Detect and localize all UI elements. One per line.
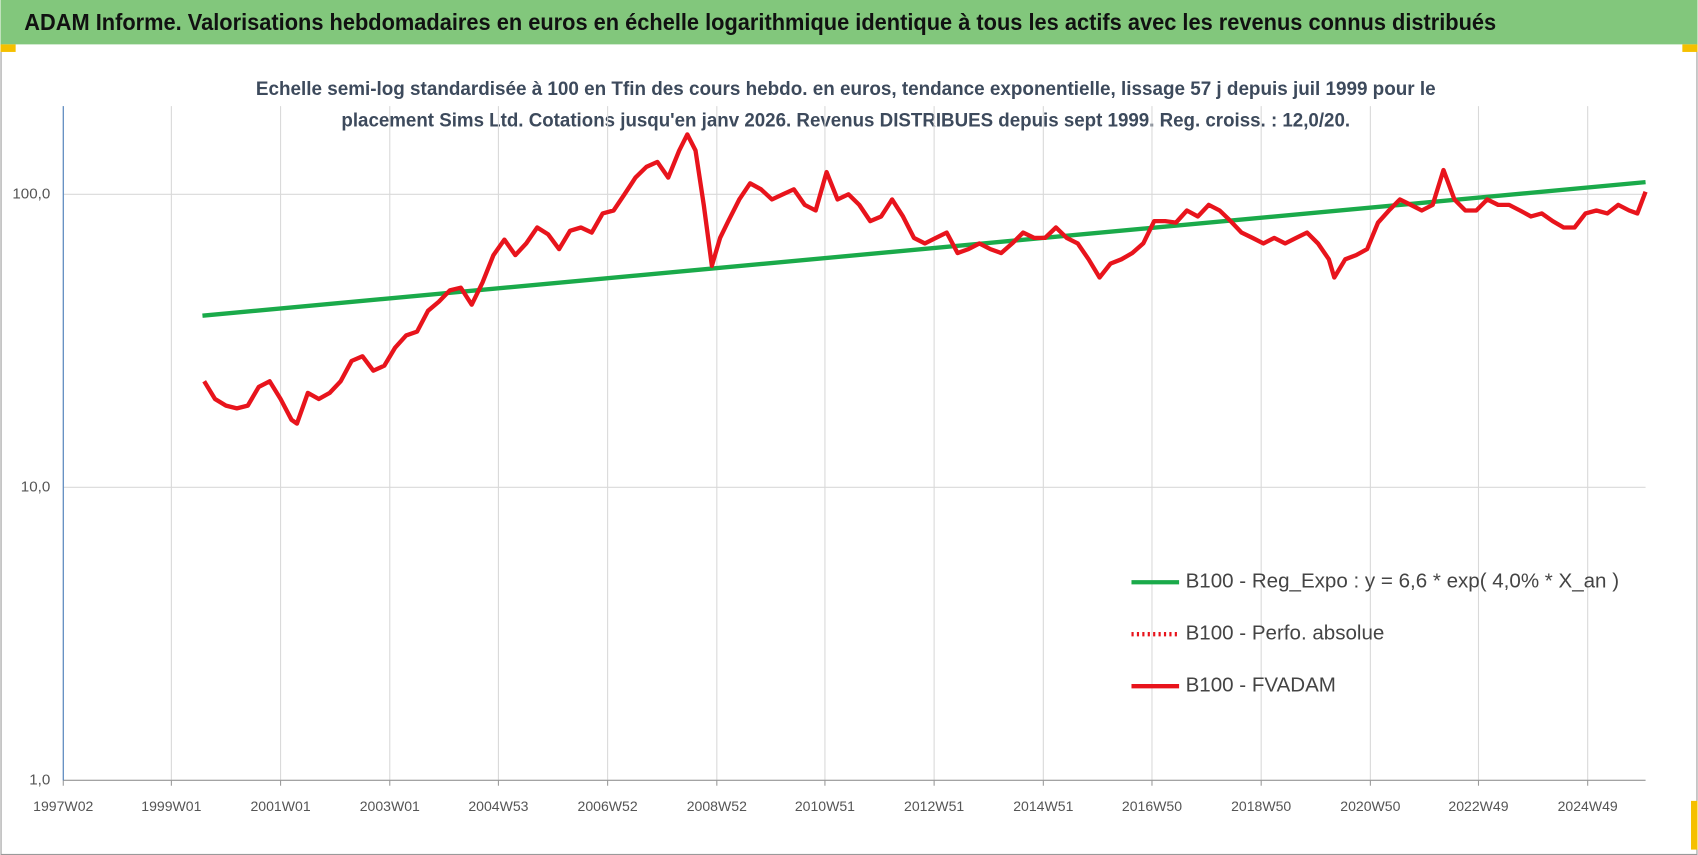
x-tick-label: 2022W49 [1448, 798, 1508, 814]
y-tick-label: 100,0 [12, 185, 50, 202]
x-tick-label: 1997W02 [33, 798, 93, 814]
legend: B100 - Reg_Expo : y = 6,6 * exp( 4,0% * … [1131, 570, 1619, 697]
x-tick-label: 2012W51 [904, 798, 964, 814]
chart-title: ADAM Informe. Valorisations hebdomadaire… [24, 9, 1496, 35]
header-band [0, 0, 1698, 45]
x-tick-label: 2024W49 [1558, 798, 1618, 814]
x-tick-label: 2020W50 [1340, 798, 1400, 814]
x-tick-label: 1999W01 [141, 798, 201, 814]
corner [1691, 800, 1698, 850]
corner [0, 44, 16, 52]
x-tick-label: 2018W50 [1231, 798, 1291, 814]
x-tick-label: 2014W51 [1013, 798, 1073, 814]
legend-label: B100 - Perfo. absolue [1186, 622, 1385, 645]
chart-subtitle: Echelle semi-log standardisée à 100 en T… [256, 78, 1436, 100]
plot-area [202, 132, 1648, 426]
series-line [202, 132, 1648, 426]
y-tick-label: 10,0 [21, 478, 50, 495]
legend-label: B100 - FVADAM [1186, 674, 1336, 697]
x-tick-label: 2003W01 [360, 798, 420, 814]
x-tick-label: 2001W01 [251, 798, 311, 814]
x-tick-label: 2006W52 [578, 798, 638, 814]
chart-subtitle: placement Sims Ltd. Cotations jusqu'en j… [341, 109, 1350, 131]
corner [1682, 44, 1698, 52]
x-tick-label: 2016W50 [1122, 798, 1182, 814]
y-tick-label: 1,0 [29, 771, 50, 788]
x-tick-label: 2004W53 [468, 798, 528, 814]
x-tick-label: 2010W51 [795, 798, 855, 814]
legend-label: B100 - Reg_Expo : y = 6,6 * exp( 4,0% * … [1186, 570, 1619, 593]
axes: 1,0 10,0 100,0 1997W02 1999W01 2001W01 2003W01… [12, 106, 1646, 814]
x-tick-label: 2008W52 [687, 798, 747, 814]
